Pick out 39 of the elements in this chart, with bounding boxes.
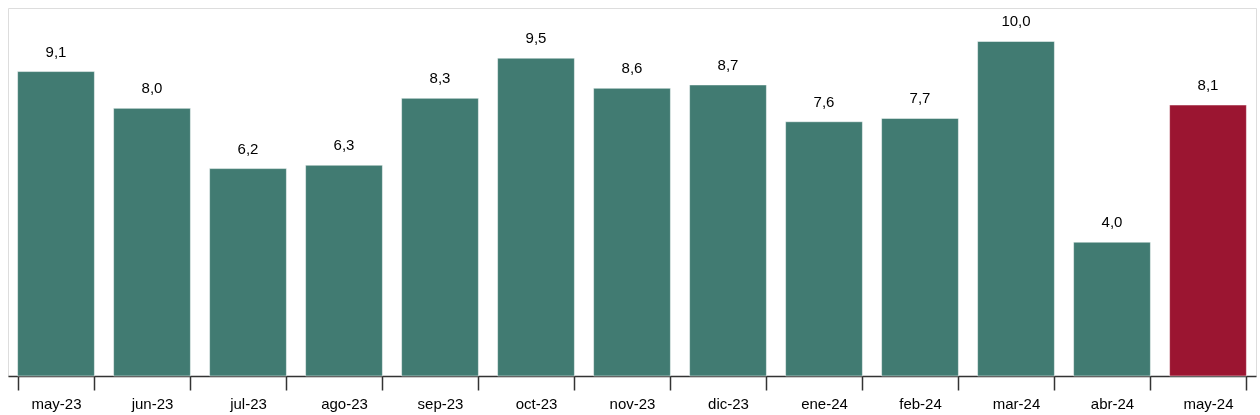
data-label: 6,3 (333, 136, 355, 154)
bar (1073, 241, 1151, 377)
data-label: 7,7 (909, 89, 931, 107)
x-tick-label: jun-23 (130, 394, 174, 412)
x-tick-label: may-23 (31, 394, 82, 412)
x-tick-label: mar-24 (992, 394, 1041, 412)
x-tick-label: dic-23 (708, 394, 749, 412)
bar (1169, 104, 1247, 377)
data-label: 8,1 (1197, 76, 1219, 94)
x-tick-label: ago-23 (321, 394, 368, 412)
data-label: 9,1 (45, 42, 67, 60)
x-tick-label: oct-23 (515, 394, 558, 412)
x-tick-label: may-24 (1183, 394, 1234, 412)
data-label: 7,6 (813, 92, 835, 110)
bar (401, 98, 479, 377)
bar (881, 118, 959, 377)
bar (497, 57, 575, 377)
data-label: 6,2 (237, 139, 259, 157)
data-label: 8,0 (141, 79, 163, 97)
data-label: 8,3 (429, 69, 451, 87)
data-label: 9,5 (525, 29, 547, 47)
data-label: 4,0 (1101, 213, 1123, 231)
data-label: 8,7 (717, 55, 739, 73)
bar (17, 71, 95, 377)
x-tick-label: jul-23 (229, 394, 267, 412)
x-tick-label: sep-23 (417, 394, 464, 412)
bar (209, 168, 287, 377)
x-tick-label: ene-24 (801, 394, 848, 412)
x-tick-label: nov-23 (609, 394, 656, 412)
data-label: 8,6 (621, 59, 643, 77)
bar (593, 88, 671, 377)
bar (977, 41, 1055, 377)
bar (305, 164, 383, 377)
bar (785, 121, 863, 377)
x-tick-label: feb-24 (899, 394, 942, 412)
data-label: 10,0 (1001, 12, 1031, 30)
bar (689, 84, 767, 377)
bar (113, 108, 191, 377)
x-tick-label: abr-24 (1090, 394, 1135, 412)
